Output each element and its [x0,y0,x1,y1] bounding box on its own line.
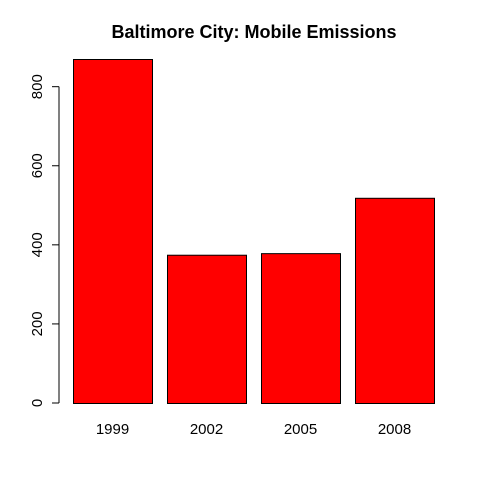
x-axis-labels: 1999 2002 2005 2008 [96,421,411,438]
x-tick-label: 2005 [284,421,317,438]
y-tick-label: 0 [29,399,46,407]
y-tick-label: 200 [29,311,46,336]
y-tick-label: 600 [29,153,46,178]
x-tick-label: 2008 [378,421,411,438]
bar-2008 [355,197,435,404]
bar-2005 [261,253,341,404]
y-tick-label: 800 [29,74,46,99]
x-tick-label: 2002 [190,421,223,438]
x-tick-label: 1999 [96,421,129,438]
bar-2002 [167,254,247,404]
bars-group [73,59,435,404]
chart-title: Baltimore City: Mobile Emissions [111,22,396,42]
bar-1999 [73,59,153,404]
y-axis: 0 200 400 600 800 [29,74,60,407]
y-tick-label: 400 [29,232,46,257]
